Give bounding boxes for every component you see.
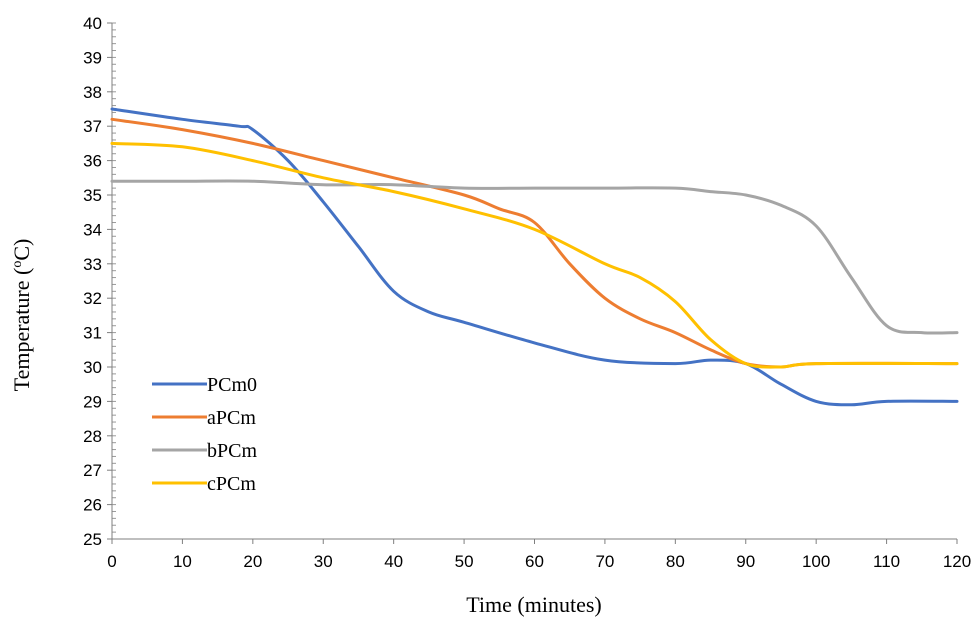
y-tick-label: 33 [83, 255, 102, 274]
y-tick-label: 27 [83, 461, 102, 480]
x-tick-label: 120 [943, 552, 971, 571]
y-tick-label: 38 [83, 83, 102, 102]
y-tick-label: 26 [83, 496, 102, 515]
y-tick-label: 36 [83, 152, 102, 171]
legend: PCm0 aPCm bPCm cPCm [152, 374, 257, 495]
x-tick-label: 10 [173, 552, 192, 571]
x-tick-label: 90 [736, 552, 755, 571]
x-tick-label: 100 [802, 552, 830, 571]
x-tick-label: 110 [873, 552, 900, 571]
series-line-bpcm [110, 179, 959, 335]
x-tick-label: 70 [595, 552, 614, 571]
x-tick-label: 30 [314, 552, 333, 571]
x-axis-title: Time (minutes) [466, 592, 601, 617]
series-line-pcm0 [110, 107, 959, 407]
x-tick-label: 0 [107, 552, 116, 571]
y-tick-label: 32 [83, 289, 102, 308]
x-tick-label: 80 [666, 552, 685, 571]
y-tick-label: 25 [83, 530, 102, 549]
y-tick-label: 39 [83, 48, 102, 67]
legend-label-pcm0: PCm0 [207, 374, 257, 396]
legend-label-bpcm: bPCm [207, 440, 257, 462]
y-tick-label: 30 [83, 358, 102, 377]
y-axis-title: Temperature (oC) [9, 239, 34, 392]
x-tick-label: 20 [243, 552, 262, 571]
y-tick-label: 29 [83, 392, 102, 411]
x-axis-ticks: 0 10 20 30 40 50 60 70 80 90 100 110 120 [107, 539, 971, 571]
x-tick-label: 60 [525, 552, 544, 571]
y-tick-label: 35 [83, 186, 102, 205]
y-axis-ticks: 25 26 27 28 29 30 31 32 33 34 35 36 37 38 39 40 [83, 14, 112, 549]
y-tick-label: 34 [83, 220, 102, 239]
series-line-cpcm [110, 141, 959, 369]
x-tick-label: 40 [384, 552, 403, 571]
x-tick-label: 50 [455, 552, 474, 571]
y-tick-label: 28 [83, 427, 102, 446]
y-tick-label: 37 [83, 117, 102, 136]
series-lines [110, 107, 959, 407]
y-tick-label: 40 [83, 14, 102, 33]
y-axis-minor-ticks [112, 22, 116, 540]
y-tick-label: 31 [83, 324, 102, 343]
legend-label-cpcm: cPCm [207, 473, 256, 495]
legend-label-apcm: aPCm [207, 407, 256, 429]
